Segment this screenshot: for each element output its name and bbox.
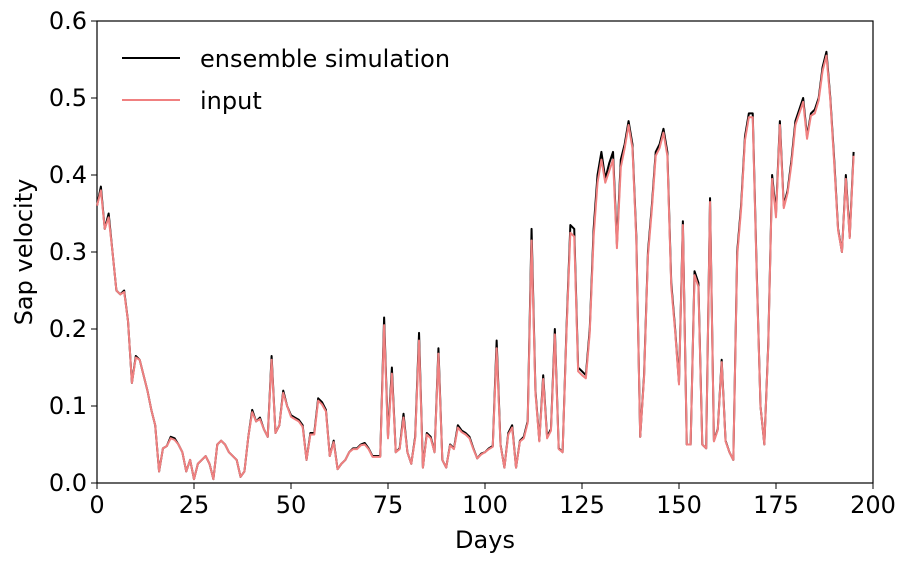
series-line — [96, 54, 855, 481]
x-tick-label: 200 — [850, 491, 896, 519]
y-tick-label: 0.2 — [49, 315, 87, 343]
x-axis-label: Days — [455, 526, 515, 554]
y-tick-label: 0.4 — [49, 161, 87, 189]
legend-label: input — [200, 87, 262, 115]
y-tick-label: 0.6 — [49, 7, 87, 35]
x-tick-label: 175 — [753, 491, 799, 519]
x-tick-label: 75 — [373, 491, 404, 519]
x-tick-label: 0 — [89, 491, 104, 519]
series-line — [96, 50, 855, 481]
x-tick-label: 150 — [656, 491, 702, 519]
x-tick-label: 50 — [276, 491, 307, 519]
legend-label: ensemble simulation — [200, 45, 450, 73]
x-tick-label: 25 — [179, 491, 210, 519]
y-tick-label: 0.5 — [49, 84, 87, 112]
x-tick-label: 100 — [462, 491, 508, 519]
y-tick-label: 0.0 — [49, 469, 87, 497]
y-tick-label: 0.1 — [49, 392, 87, 420]
x-tick-label: 125 — [559, 491, 605, 519]
y-tick-label: 0.3 — [49, 238, 87, 266]
y-axis-label: Sap velocity — [10, 179, 38, 326]
